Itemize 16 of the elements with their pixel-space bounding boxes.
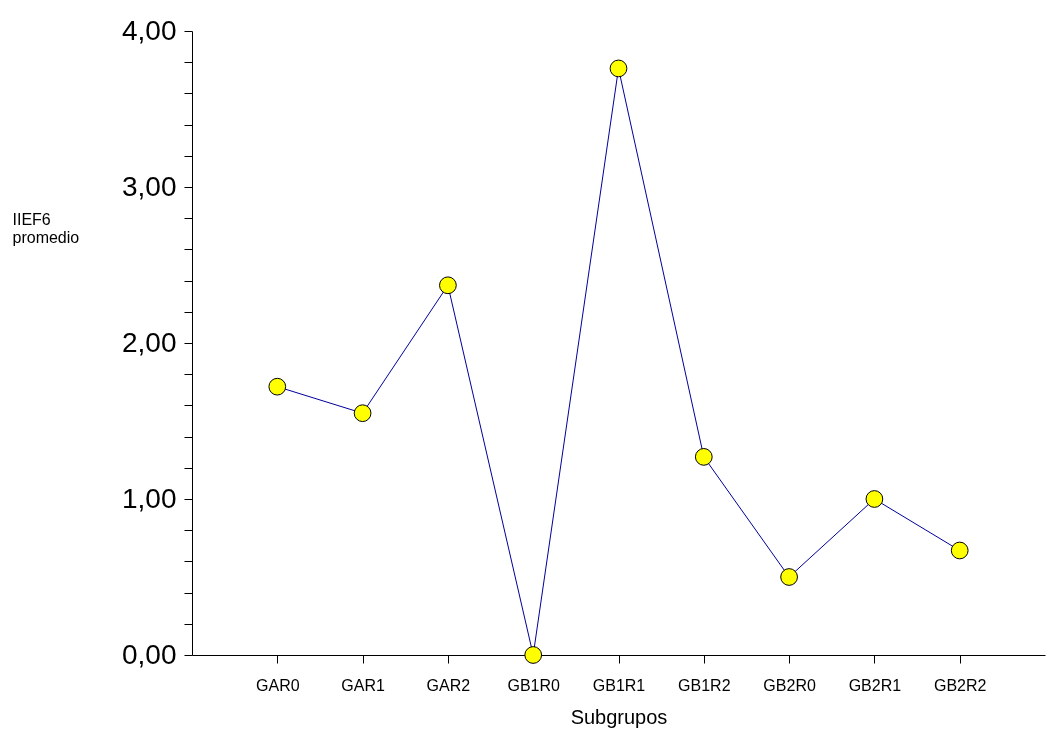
x-tick-label: GB2R1	[848, 676, 902, 694]
y-tick-label: 4,00	[122, 14, 177, 46]
x-tick-label: GB1R2	[678, 676, 731, 694]
y-tick-label: 3,00	[122, 170, 177, 202]
x-tick-label: GB2R0	[763, 676, 816, 694]
x-tick-label: GAR0	[256, 676, 300, 694]
x-axis-title: Subgrupos	[570, 705, 668, 728]
y-axis-title: IIEF6 promedio	[12, 210, 80, 246]
y-tick-label: 1,00	[122, 482, 177, 514]
x-tick-label: GAR1	[341, 676, 385, 694]
y-tick-label: 0,00	[122, 638, 177, 670]
x-tick-label: GAR2	[426, 676, 471, 694]
x-tick-label: GB2R2	[933, 676, 987, 694]
x-tick-label: GB1R1	[592, 676, 646, 694]
x-tick-label: GB1R0	[507, 676, 561, 694]
y-tick-label: 2,00	[122, 326, 177, 358]
